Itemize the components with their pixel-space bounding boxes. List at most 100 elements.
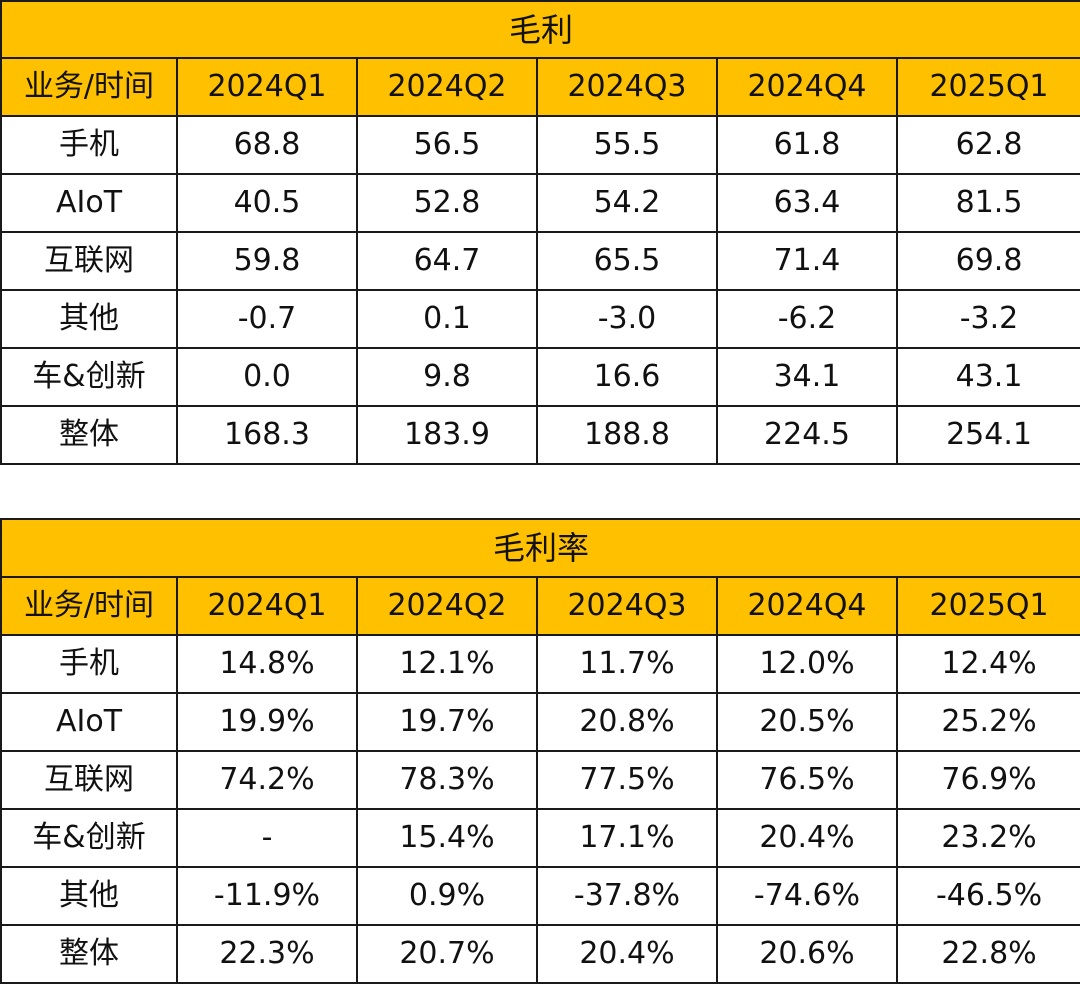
table-cell: 20.6% [716, 924, 898, 984]
column-header: 2024Q2 [356, 57, 538, 117]
table-cell: 63.4 [716, 173, 898, 233]
table-cell: -46.5% [895, 866, 1080, 926]
table-cell: 61.8 [716, 115, 898, 175]
table-row: 互联网 59.8 64.7 65.5 71.4 69.8 [0, 231, 1080, 291]
table-cell: 0.9% [356, 866, 538, 926]
table-cell: 78.3% [356, 750, 538, 810]
table-row: 整体 168.3 183.9 188.8 224.5 254.1 [0, 405, 1080, 465]
table-cell: 224.5 [716, 405, 898, 465]
table-cell: 25.2% [895, 692, 1080, 752]
table-cell: 19.7% [356, 692, 538, 752]
table-row: 车&创新 0.0 9.8 16.6 34.1 43.1 [0, 347, 1080, 407]
gross-profit-table: 毛利 业务/时间 2024Q1 2024Q2 2024Q3 2024Q4 202… [0, 0, 1080, 465]
column-header: 2024Q4 [716, 57, 898, 117]
table-row: AIoT 19.9% 19.7% 20.8% 20.5% 25.2% [0, 692, 1080, 752]
table-cell: 23.2% [895, 808, 1080, 868]
table-cell: 20.4% [716, 808, 898, 868]
row-label: 车&创新 [0, 808, 178, 868]
table-cell: 34.1 [716, 347, 898, 407]
table-cell: 17.1% [536, 808, 718, 868]
table-cell: 0.0 [176, 347, 358, 407]
row-label: 互联网 [0, 750, 178, 810]
table-cell: 168.3 [176, 405, 358, 465]
table-cell: 19.9% [176, 692, 358, 752]
row-label: AIoT [0, 692, 178, 752]
table-row: 整体 22.3% 20.7% 20.4% 20.6% 22.8% [0, 924, 1080, 984]
table-cell: 55.5 [536, 115, 718, 175]
table-cell: 254.1 [895, 405, 1080, 465]
table-cell: -3.2 [895, 289, 1080, 349]
table-cell: 68.8 [176, 115, 358, 175]
table-cell: 14.8% [176, 634, 358, 694]
column-header: 2024Q3 [536, 576, 718, 636]
table-cell: 20.5% [716, 692, 898, 752]
table-cell: 20.7% [356, 924, 538, 984]
table-cell: 56.5 [356, 115, 538, 175]
column-header: 2024Q4 [716, 576, 898, 636]
table-header-row: 业务/时间 2024Q1 2024Q2 2024Q3 2024Q4 2025Q1 [0, 57, 1080, 117]
table-cell: 81.5 [895, 173, 1080, 233]
column-header: 业务/时间 [0, 57, 178, 117]
table-row: 车&创新 - 15.4% 17.1% 20.4% 23.2% [0, 808, 1080, 868]
table-cell: 64.7 [356, 231, 538, 291]
table-row: 手机 68.8 56.5 55.5 61.8 62.8 [0, 115, 1080, 175]
row-label: 手机 [0, 115, 178, 175]
table-cell: 71.4 [716, 231, 898, 291]
row-label: 互联网 [0, 231, 178, 291]
column-header: 2024Q3 [536, 57, 718, 117]
table-cell: 22.3% [176, 924, 358, 984]
table-cell: 59.8 [176, 231, 358, 291]
table-row: 互联网 74.2% 78.3% 77.5% 76.5% 76.9% [0, 750, 1080, 810]
table-cell: 0.1 [356, 289, 538, 349]
table-cell: -0.7 [176, 289, 358, 349]
table-row: AIoT 40.5 52.8 54.2 63.4 81.5 [0, 173, 1080, 233]
row-label: 其他 [0, 289, 178, 349]
table-cell: -37.8% [536, 866, 718, 926]
table-row: 其他 -11.9% 0.9% -37.8% -74.6% -46.5% [0, 866, 1080, 926]
table-cell: 40.5 [176, 173, 358, 233]
table-cell: 20.4% [536, 924, 718, 984]
column-header: 业务/时间 [0, 576, 178, 636]
table-cell: 77.5% [536, 750, 718, 810]
table-header-row: 业务/时间 2024Q1 2024Q2 2024Q3 2024Q4 2025Q1 [0, 576, 1080, 636]
table-cell: 76.5% [716, 750, 898, 810]
table-row: 其他 -0.7 0.1 -3.0 -6.2 -3.2 [0, 289, 1080, 349]
column-header: 2025Q1 [895, 57, 1080, 117]
table-cell: 183.9 [356, 405, 538, 465]
table-cell: 12.1% [356, 634, 538, 694]
column-header: 2024Q2 [356, 576, 538, 636]
table-row: 手机 14.8% 12.1% 11.7% 12.0% 12.4% [0, 634, 1080, 694]
table-cell: 20.8% [536, 692, 718, 752]
table-cell: - [176, 808, 358, 868]
table-cell: 188.8 [536, 405, 718, 465]
column-header: 2024Q1 [176, 576, 358, 636]
table-cell: 69.8 [895, 231, 1080, 291]
row-label: AIoT [0, 173, 178, 233]
table-cell: -6.2 [716, 289, 898, 349]
table-cell: 9.8 [356, 347, 538, 407]
table-cell: 11.7% [536, 634, 718, 694]
table-cell: 15.4% [356, 808, 538, 868]
table-cell: 22.8% [895, 924, 1080, 984]
column-header: 2024Q1 [176, 57, 358, 117]
table-cell: 62.8 [895, 115, 1080, 175]
table-title: 毛利率 [0, 518, 1080, 578]
table-cell: 74.2% [176, 750, 358, 810]
table-cell: -74.6% [716, 866, 898, 926]
table-cell: 54.2 [536, 173, 718, 233]
table-cell: 16.6 [536, 347, 718, 407]
table-cell: 52.8 [356, 173, 538, 233]
table-cell: 12.4% [895, 634, 1080, 694]
row-label: 车&创新 [0, 347, 178, 407]
column-header: 2025Q1 [895, 576, 1080, 636]
row-label: 其他 [0, 866, 178, 926]
table-cell: 43.1 [895, 347, 1080, 407]
table-cell: 76.9% [895, 750, 1080, 810]
table-title-row: 毛利率 [0, 518, 1080, 578]
table-cell: -3.0 [536, 289, 718, 349]
table-cell: 65.5 [536, 231, 718, 291]
table-title: 毛利 [0, 0, 1080, 59]
row-label: 整体 [0, 924, 178, 984]
row-label: 手机 [0, 634, 178, 694]
row-label: 整体 [0, 405, 178, 465]
